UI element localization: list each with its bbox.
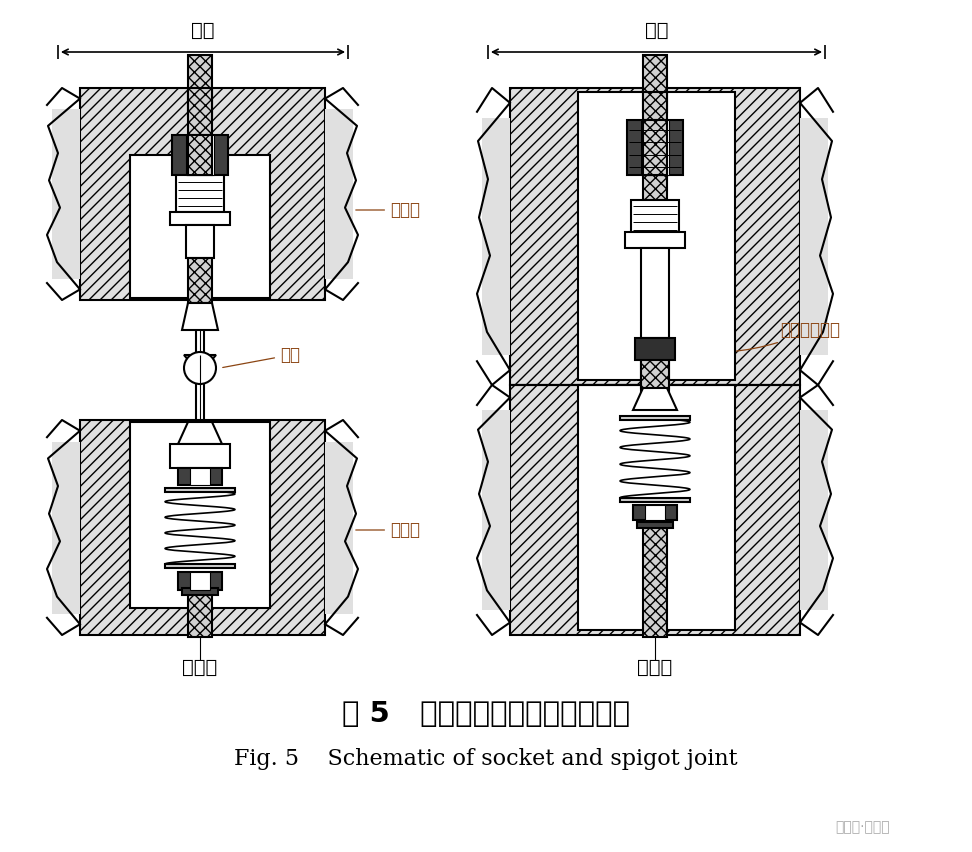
Bar	[641, 120, 669, 175]
Bar	[800, 410, 828, 610]
Bar	[190, 572, 210, 590]
Bar	[637, 522, 673, 528]
Bar	[643, 175, 667, 200]
Bar	[52, 109, 80, 279]
Text: 公众号·工法网: 公众号·工法网	[835, 820, 890, 834]
Bar	[165, 564, 235, 568]
Bar	[178, 468, 222, 485]
Bar	[800, 118, 828, 355]
Bar	[52, 441, 80, 613]
Text: 环氧树脂密封: 环氧树脂密封	[679, 321, 840, 353]
Polygon shape	[182, 303, 218, 330]
Bar	[80, 88, 325, 300]
Bar	[641, 248, 669, 388]
Text: 上节墙: 上节墙	[356, 201, 420, 219]
Bar	[620, 498, 690, 502]
Text: 对接前: 对接前	[183, 658, 218, 677]
Text: 墙厚: 墙厚	[644, 21, 669, 40]
Polygon shape	[178, 422, 222, 444]
Bar	[645, 505, 665, 520]
Text: 墙厚: 墙厚	[191, 21, 215, 40]
Text: 插杆: 插杆	[223, 346, 300, 367]
Text: 对接后: 对接后	[638, 658, 673, 677]
Bar	[627, 120, 683, 175]
Bar	[510, 385, 800, 635]
Bar	[186, 135, 214, 175]
Text: 预应力钐筋: 预应力钐筋	[640, 561, 690, 579]
Bar	[178, 572, 222, 590]
Bar	[188, 175, 212, 178]
Text: 图 5   混凝土预制板材螺锁式接头: 图 5 混凝土预制板材螺锁式接头	[342, 700, 630, 728]
Bar	[186, 225, 214, 258]
Bar	[182, 588, 218, 595]
Bar	[190, 468, 210, 485]
Bar	[641, 338, 669, 395]
Bar	[643, 522, 667, 637]
Bar	[170, 212, 230, 225]
Bar	[643, 55, 667, 112]
Bar	[325, 441, 353, 613]
Bar	[172, 135, 228, 175]
Bar	[165, 488, 235, 492]
Bar	[130, 155, 270, 298]
Bar	[643, 92, 667, 155]
Bar	[188, 258, 212, 303]
Bar	[633, 505, 677, 520]
Bar	[188, 55, 212, 116]
Text: Fig. 5    Schematic of socket and spigot joint: Fig. 5 Schematic of socket and spigot jo…	[234, 748, 738, 770]
Bar	[510, 88, 800, 385]
Bar	[578, 385, 735, 630]
Bar	[482, 118, 510, 355]
Bar	[176, 175, 224, 212]
Bar	[643, 120, 667, 175]
Bar	[482, 410, 510, 610]
Bar	[188, 135, 212, 175]
Polygon shape	[633, 388, 677, 410]
Bar	[188, 590, 212, 637]
Bar	[325, 109, 353, 279]
Bar	[80, 420, 325, 635]
Text: 下节墙: 下节墙	[356, 521, 420, 539]
Polygon shape	[184, 355, 216, 362]
Bar	[170, 444, 230, 468]
Bar	[130, 422, 270, 608]
Bar	[631, 200, 679, 232]
Circle shape	[184, 352, 216, 384]
Bar	[188, 88, 212, 155]
Bar	[625, 232, 685, 248]
Bar	[620, 416, 690, 420]
Bar	[635, 338, 675, 360]
Bar	[578, 92, 735, 380]
